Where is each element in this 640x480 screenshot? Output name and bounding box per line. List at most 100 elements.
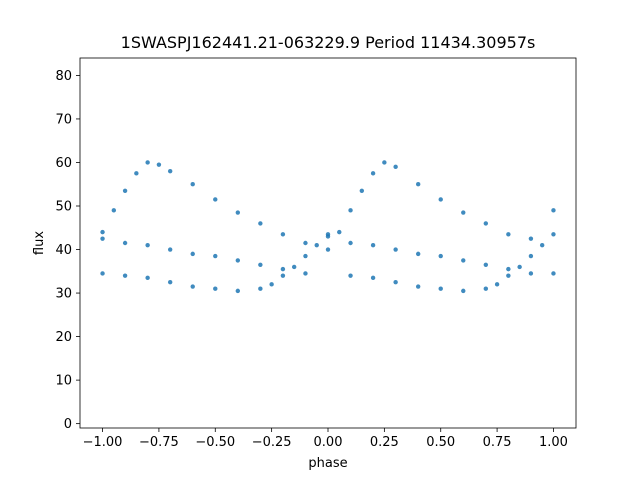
- y-tick-label: 30: [55, 287, 72, 302]
- data-point: [145, 242, 150, 248]
- data-point: [551, 232, 556, 237]
- data-point: [461, 258, 466, 263]
- data-point: [213, 253, 218, 259]
- data-point: [370, 275, 376, 281]
- data-point: [190, 182, 195, 187]
- data-point: [551, 208, 556, 213]
- data-point: [415, 251, 421, 257]
- data-point: [348, 240, 353, 246]
- data-point: [506, 266, 511, 272]
- data-point: [167, 168, 173, 174]
- x-tick-label: −0.75: [139, 435, 179, 450]
- data-point: [280, 266, 286, 272]
- data-point: [145, 160, 150, 165]
- data-point: [303, 271, 308, 276]
- data-point: [156, 162, 162, 167]
- data-point: [314, 242, 319, 248]
- x-tick-label: 0.25: [370, 435, 399, 450]
- y-tick-label: 10: [55, 374, 72, 389]
- data-point: [393, 164, 398, 170]
- data-point: [337, 229, 342, 235]
- data-point: [359, 188, 365, 193]
- data-point: [291, 264, 297, 270]
- data-point: [134, 171, 139, 176]
- data-point: [280, 273, 286, 278]
- data-point: [438, 286, 443, 291]
- x-axis-ticks: −1.00 −0.75 −0.50 −0.25 0.00 0.25 0.50 0.75 1.00: [83, 428, 568, 450]
- x-tick-label: −0.50: [195, 435, 235, 450]
- data-point: [393, 279, 398, 285]
- y-tick-label: 0: [64, 417, 72, 432]
- data-point: [461, 210, 466, 215]
- y-tick-label: 80: [55, 69, 72, 84]
- data-point: [370, 242, 376, 248]
- data-point: [269, 282, 274, 287]
- data-point: [438, 253, 443, 259]
- data-point: [122, 188, 128, 193]
- x-tick-label: −1.00: [83, 435, 123, 450]
- data-point: [551, 271, 556, 276]
- y-axis-ticks: 0 10 20 30 40 50 60 70 80: [55, 69, 80, 432]
- x-tick-label: 0.00: [314, 435, 343, 450]
- data-point: [325, 232, 331, 237]
- data-point: [303, 240, 308, 246]
- x-tick-label: 1.00: [539, 435, 568, 450]
- data-point: [517, 264, 522, 270]
- data-point: [303, 253, 308, 259]
- data-point: [100, 271, 105, 276]
- data-point: [528, 271, 534, 276]
- x-axis-label: phase: [308, 456, 347, 471]
- data-point: [235, 288, 241, 294]
- data-point: [370, 171, 376, 176]
- y-tick-label: 70: [55, 112, 72, 127]
- x-tick-label: 0.50: [426, 435, 455, 450]
- data-point: [528, 253, 534, 259]
- data-point: [213, 197, 218, 202]
- data-point: [167, 247, 173, 252]
- data-point: [415, 182, 421, 187]
- data-point: [190, 284, 195, 289]
- data-point: [235, 258, 241, 263]
- data-point: [122, 240, 128, 246]
- y-tick-label: 60: [55, 156, 72, 171]
- data-point: [539, 242, 545, 248]
- data-point: [100, 236, 105, 241]
- data-point: [258, 221, 263, 226]
- data-point: [382, 160, 387, 165]
- data-point: [483, 286, 489, 291]
- data-point: [461, 288, 466, 294]
- y-tick-label: 40: [55, 243, 72, 258]
- data-point: [111, 208, 117, 213]
- chart-title: 1SWASPJ162441.21-063229.9 Period 11434.3…: [121, 33, 536, 52]
- data-point: [494, 282, 500, 287]
- data-point: [393, 247, 398, 252]
- x-tick-label: −0.25: [252, 435, 292, 450]
- data-point: [100, 229, 105, 235]
- data-point: [280, 232, 286, 237]
- data-point: [483, 221, 489, 226]
- data-point: [145, 275, 150, 281]
- data-point: [325, 247, 331, 252]
- data-point: [506, 232, 511, 237]
- data-point: [348, 273, 353, 278]
- data-point: [167, 279, 173, 285]
- data-point: [235, 210, 241, 215]
- data-point: [122, 273, 128, 278]
- y-tick-label: 20: [55, 330, 72, 345]
- data-point: [438, 197, 443, 202]
- data-point: [415, 284, 421, 289]
- data-point: [528, 236, 534, 241]
- x-tick-label: 0.75: [483, 435, 512, 450]
- y-tick-label: 50: [55, 200, 72, 215]
- data-point: [506, 273, 511, 278]
- data-points: [100, 160, 556, 294]
- data-point: [258, 262, 263, 267]
- y-axis-label: flux: [32, 231, 47, 255]
- data-point: [483, 262, 489, 267]
- data-point: [258, 286, 263, 291]
- data-point: [190, 251, 195, 257]
- data-point: [348, 208, 353, 213]
